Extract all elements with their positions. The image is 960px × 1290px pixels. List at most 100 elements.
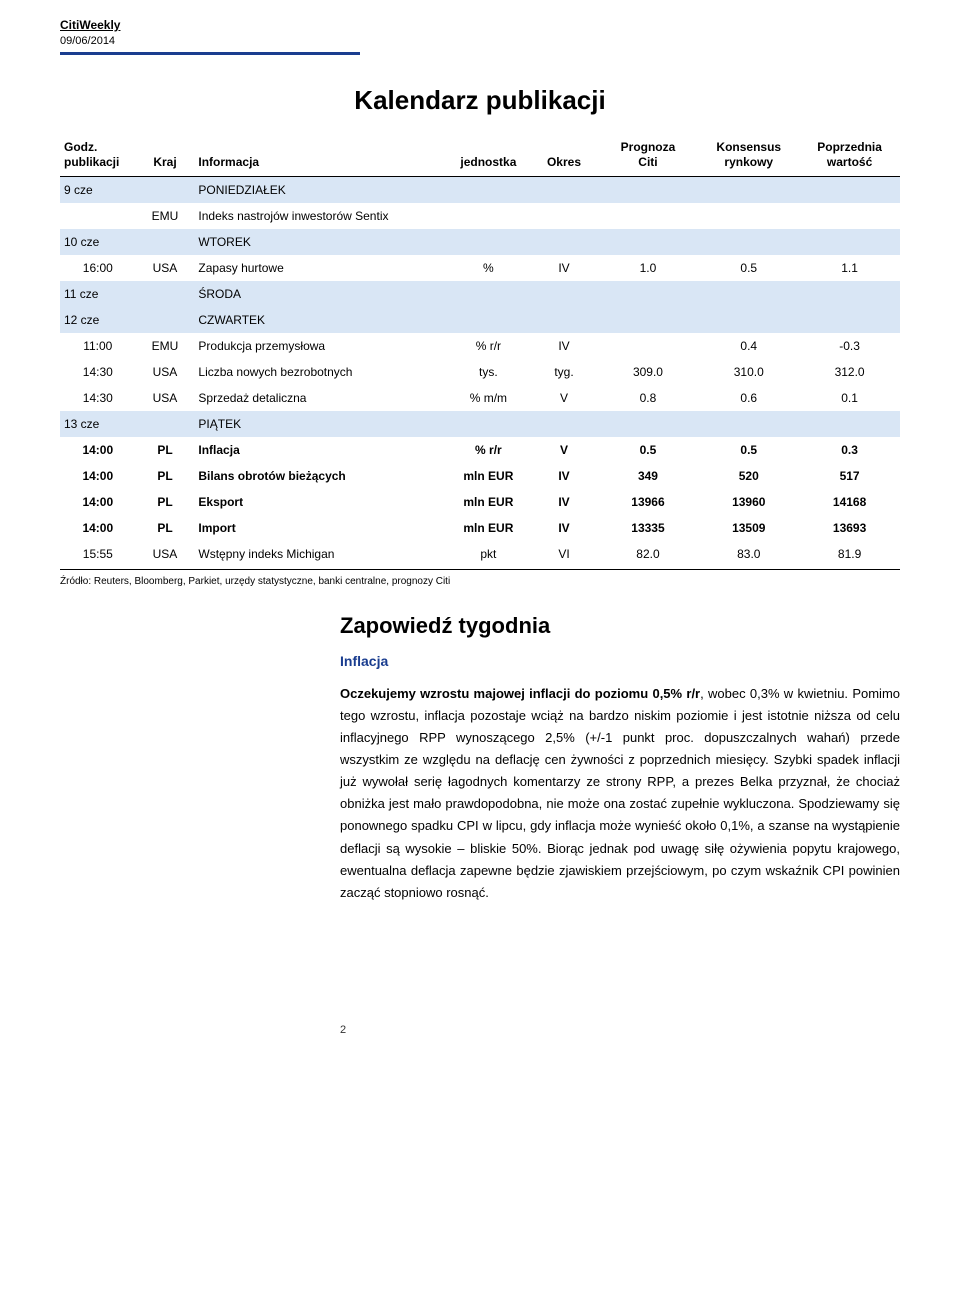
table-header-cell: Okres [530, 134, 597, 177]
day-label: CZWARTEK [194, 307, 446, 333]
table-cell: 15:55 [60, 541, 136, 567]
table-cell: USA [136, 385, 195, 411]
table-cell: PL [136, 515, 195, 541]
table-row: 9 czePONIEDZIAŁEK [60, 176, 900, 203]
table-cell: % m/m [446, 385, 530, 411]
table-cell: IV [530, 515, 597, 541]
table-cell: 0.1 [799, 385, 900, 411]
table-cell: 1.0 [598, 255, 699, 281]
table-cell: 0.5 [698, 255, 799, 281]
table-row: 14:30USASprzedaż detaliczna% m/mV0.80.60… [60, 385, 900, 411]
table-row: 10 cze WTOREK [60, 229, 900, 255]
table-cell: pkt [446, 541, 530, 567]
table-cell: mln EUR [446, 489, 530, 515]
table-cell: EMU [136, 333, 195, 359]
table-cell: 82.0 [598, 541, 699, 567]
table-cell: 520 [698, 463, 799, 489]
table-cell: 14:30 [60, 359, 136, 385]
day-label: PIĄTEK [194, 411, 446, 437]
table-cell: 0.5 [698, 437, 799, 463]
table-cell: 312.0 [799, 359, 900, 385]
table-cell [530, 203, 597, 229]
table-cell: 0.6 [698, 385, 799, 411]
table-cell: Sprzedaż detaliczna [194, 385, 446, 411]
table-cell: tys. [446, 359, 530, 385]
table-end-rule [60, 569, 900, 570]
table-cell: USA [136, 541, 195, 567]
table-header-cell: Godz.publikacji [60, 134, 136, 177]
table-cell: Indeks nastrojów inwestorów Sentix [194, 203, 446, 229]
table-cell: 517 [799, 463, 900, 489]
table-cell: Wstępny indeks Michigan [194, 541, 446, 567]
table-cell: 13335 [598, 515, 699, 541]
header-rule [60, 52, 360, 55]
report-date: 09/06/2014 [60, 34, 900, 48]
table-cell [799, 203, 900, 229]
table-cell: 14:00 [60, 515, 136, 541]
table-cell: 83.0 [698, 541, 799, 567]
table-cell: IV [530, 255, 597, 281]
table-header-cell: Kraj [136, 134, 195, 177]
table-cell: Liczba nowych bezrobotnych [194, 359, 446, 385]
table-cell: mln EUR [446, 515, 530, 541]
table-row: 15:55USAWstępny indeks MichiganpktVI82.0… [60, 541, 900, 567]
table-cell: -0.3 [799, 333, 900, 359]
table-header-cell: PrognozaCiti [598, 134, 699, 177]
table-cell: IV [530, 333, 597, 359]
table-row: 12 cze CZWARTEK [60, 307, 900, 333]
table-cell: PL [136, 489, 195, 515]
table-cell: % r/r [446, 333, 530, 359]
table-cell: IV [530, 489, 597, 515]
table-cell: V [530, 385, 597, 411]
table-row: 14:00PLImportmln EURIV133351350913693 [60, 515, 900, 541]
table-cell: 14:00 [60, 463, 136, 489]
table-cell [598, 333, 699, 359]
table-cell: 81.9 [799, 541, 900, 567]
table-cell: 13693 [799, 515, 900, 541]
table-cell: 13960 [698, 489, 799, 515]
calendar-table: Godz.publikacjiKrajInformacjajednostkaOk… [60, 134, 900, 567]
table-header-cell: Informacja [194, 134, 446, 177]
table-cell: tyg. [530, 359, 597, 385]
table-cell: 13509 [698, 515, 799, 541]
table-cell: 14:00 [60, 437, 136, 463]
table-row: 14:30USALiczba nowych bezrobotnychtys.ty… [60, 359, 900, 385]
day-date: 10 cze [60, 229, 136, 255]
table-row: 13 czePIĄTEK [60, 411, 900, 437]
table-row: 11:00EMUProdukcja przemysłowa% r/rIV0.4-… [60, 333, 900, 359]
table-cell: V [530, 437, 597, 463]
day-date: 12 cze [60, 307, 136, 333]
table-cell: 13966 [598, 489, 699, 515]
table-row: 14:00PLEksportmln EURIV139661396014168 [60, 489, 900, 515]
table-cell: VI [530, 541, 597, 567]
day-label: WTOREK [194, 229, 446, 255]
table-cell: Inflacja [194, 437, 446, 463]
table-row: 14:00PLInflacja% r/rV0.50.50.3 [60, 437, 900, 463]
day-label: ŚRODA [194, 281, 446, 307]
table-cell: 349 [598, 463, 699, 489]
table-cell: 0.5 [598, 437, 699, 463]
table-cell: Eksport [194, 489, 446, 515]
table-cell: Produkcja przemysłowa [194, 333, 446, 359]
table-row: 16:00USAZapasy hurtowe%IV1.00.51.1 [60, 255, 900, 281]
table-cell: 14168 [799, 489, 900, 515]
table-cell: 14:00 [60, 489, 136, 515]
table-cell: 0.3 [799, 437, 900, 463]
section-subhead: Inflacja [340, 653, 900, 669]
table-cell: % r/r [446, 437, 530, 463]
table-row: EMUIndeks nastrojów inwestorów Sentix [60, 203, 900, 229]
table-header-cell: jednostka [446, 134, 530, 177]
table-cell: Import [194, 515, 446, 541]
table-cell: 1.1 [799, 255, 900, 281]
table-cell: PL [136, 463, 195, 489]
section-body: Oczekujemy wzrostu majowej inflacji do p… [340, 683, 900, 904]
page-title: Kalendarz publikacji [60, 85, 900, 116]
source-note: Źródło: Reuters, Bloomberg, Parkiet, urz… [60, 576, 900, 587]
table-cell: PL [136, 437, 195, 463]
table-cell: IV [530, 463, 597, 489]
table-cell [60, 203, 136, 229]
day-date: 11 cze [60, 281, 136, 307]
table-cell: 16:00 [60, 255, 136, 281]
table-cell: mln EUR [446, 463, 530, 489]
table-cell [598, 203, 699, 229]
